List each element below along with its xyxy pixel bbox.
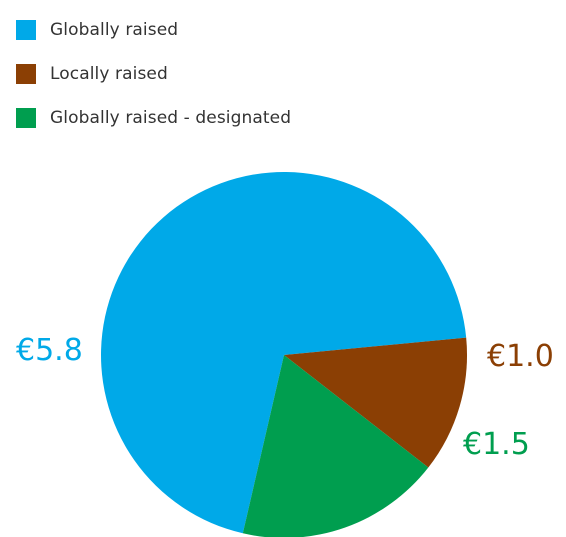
legend-swatch-globally-raised-designated — [16, 108, 36, 128]
legend-swatch-globally-raised — [16, 20, 36, 40]
legend-item-globally-raised-designated: Globally raised - designated — [16, 96, 291, 140]
legend-swatch-locally-raised — [16, 64, 36, 84]
pie-slice-locally-raised — [284, 337, 468, 468]
pie-slices — [101, 172, 468, 537]
pie-slice-globally-raised — [101, 172, 467, 534]
legend-item-locally-raised: Locally raised — [16, 52, 291, 96]
slice-value-label-globally-raised: €5.8 — [16, 333, 83, 368]
chart-legend: Globally raised Locally raised Globally … — [16, 8, 291, 140]
legend-item-globally-raised: Globally raised — [16, 8, 291, 52]
pie-labels: €5.8 €1.0 €1.5 — [16, 333, 554, 462]
slice-value-label-globally-raised-designated: €1.5 — [463, 427, 530, 462]
legend-label-globally-raised-designated: Globally raised - designated — [50, 108, 292, 128]
legend-label-globally-raised: Globally raised — [50, 20, 179, 40]
legend-label-locally-raised: Locally raised — [50, 64, 168, 84]
slice-value-label-locally-raised: €1.0 — [487, 339, 554, 374]
pie-slice-globally-raised-designated — [242, 355, 429, 537]
